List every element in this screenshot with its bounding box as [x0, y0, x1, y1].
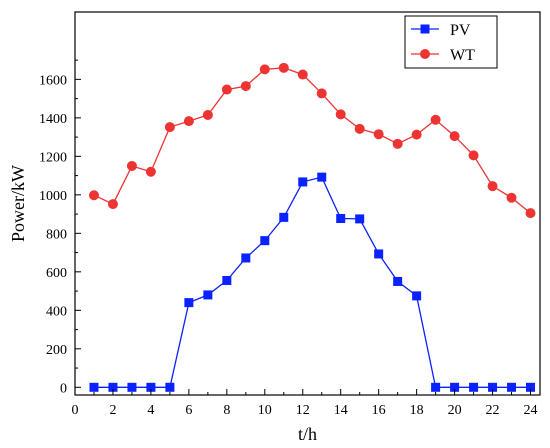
data-point-pv: [469, 382, 479, 392]
data-point-pv: [127, 382, 137, 392]
data-point-wt: [202, 109, 213, 120]
x-tick-label: 2: [109, 403, 116, 418]
x-tick-label: 8: [223, 403, 230, 418]
data-point-wt: [411, 129, 422, 140]
data-point-pv: [241, 253, 251, 263]
y-tick-label: 200: [46, 343, 67, 358]
x-tick-label: 10: [258, 403, 272, 418]
data-point-wt: [487, 181, 498, 192]
x-axis-title: t/h: [298, 424, 317, 444]
legend-marker-wt: [420, 49, 430, 59]
x-tick-label: 22: [486, 403, 500, 418]
data-point-wt: [430, 114, 441, 125]
data-point-pv: [222, 275, 232, 285]
data-point-wt: [164, 122, 175, 133]
data-point-pv: [393, 276, 403, 286]
data-point-wt: [145, 166, 156, 177]
data-point-pv: [89, 382, 99, 392]
x-tick-label: 6: [185, 403, 192, 418]
data-point-wt: [335, 109, 346, 120]
y-tick-label: 600: [46, 266, 67, 281]
x-tick-label: 18: [410, 403, 424, 418]
data-point-pv: [488, 382, 498, 392]
series-line-pv: [94, 176, 531, 388]
data-point-pv: [355, 214, 365, 224]
plot-frame: [74, 11, 541, 396]
y-tick-label: 1400: [39, 112, 67, 127]
data-point-wt: [392, 138, 403, 149]
y-tick-label: 1200: [39, 150, 67, 165]
x-tick-label: 12: [296, 403, 310, 418]
y-tick-label: 0: [60, 381, 67, 396]
data-point-pv: [203, 290, 213, 300]
data-point-wt: [259, 64, 270, 75]
x-tick-label: 14: [334, 403, 348, 418]
data-point-pv: [431, 382, 441, 392]
data-point-pv: [507, 382, 517, 392]
data-point-wt: [240, 81, 251, 92]
data-point-wt: [468, 150, 479, 161]
x-tick-label: 0: [72, 403, 79, 418]
legend-marker-pv: [420, 24, 430, 34]
series-line-wt: [93, 67, 531, 214]
data-point-pv: [279, 212, 289, 222]
data-point-pv: [298, 177, 308, 187]
x-tick-label: 16: [372, 403, 386, 418]
data-point-pv: [412, 291, 422, 301]
data-point-wt: [297, 69, 308, 80]
x-tick-label: 4: [147, 403, 154, 418]
legend-label-wt: WT: [450, 47, 475, 64]
data-point-pv: [146, 382, 156, 392]
data-point-pv: [317, 172, 327, 182]
legend: PV WT: [404, 15, 498, 69]
data-point-wt: [506, 192, 517, 203]
data-point-pv: [374, 249, 384, 259]
data-point-wt: [221, 84, 232, 95]
data-point-wt: [183, 116, 194, 127]
y-tick-label: 1000: [39, 189, 67, 204]
y-tick-label: 800: [46, 227, 67, 242]
data-point-pv: [450, 382, 460, 392]
data-point-pv: [336, 214, 346, 224]
y-tick-label: 1600: [39, 73, 67, 88]
data-point-wt: [88, 190, 99, 201]
data-point-pv: [184, 298, 194, 308]
data-point-wt: [278, 62, 289, 73]
data-point-wt: [126, 160, 137, 171]
data-point-wt: [354, 123, 365, 134]
x-tick-label: 24: [524, 403, 538, 418]
data-point-wt: [525, 208, 536, 219]
data-point-wt: [107, 199, 118, 210]
series-pv: [89, 172, 536, 392]
data-point-wt: [316, 88, 327, 99]
legend-label-pv: PV: [450, 22, 471, 39]
data-point-wt: [373, 129, 384, 140]
data-point-pv: [260, 236, 270, 246]
y-axis-title: Power/kW: [8, 165, 28, 242]
data-point-pv: [165, 382, 175, 392]
x-tick-label: 20: [448, 403, 462, 418]
y-tick-label: 400: [46, 304, 67, 319]
data-point-pv: [108, 382, 118, 392]
data-point-pv: [526, 382, 536, 392]
legend-box: [404, 15, 498, 69]
series-wt: [88, 62, 536, 219]
data-point-wt: [449, 131, 460, 142]
